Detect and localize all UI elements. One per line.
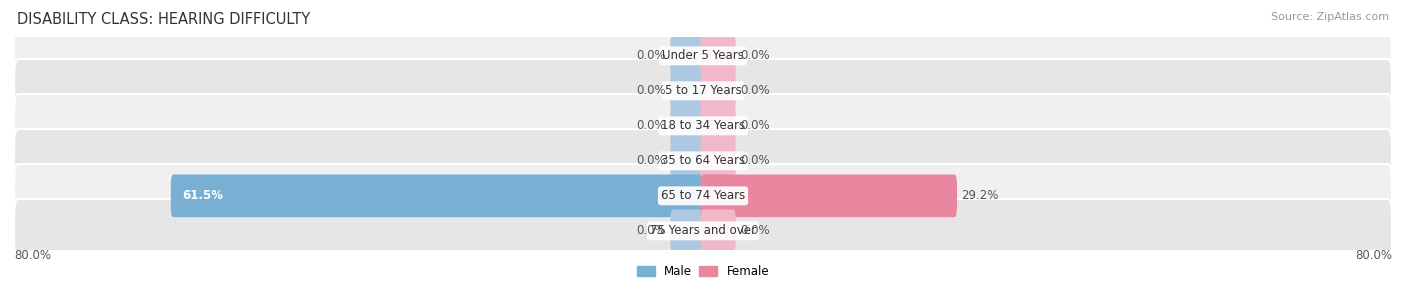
Text: 75 Years and over: 75 Years and over [650, 224, 756, 237]
Text: 18 to 34 Years: 18 to 34 Years [661, 119, 745, 132]
FancyBboxPatch shape [700, 210, 735, 252]
FancyBboxPatch shape [700, 139, 735, 182]
FancyBboxPatch shape [14, 59, 1392, 123]
Text: 0.0%: 0.0% [637, 84, 666, 97]
Text: 0.0%: 0.0% [740, 49, 769, 62]
Text: 0.0%: 0.0% [740, 119, 769, 132]
FancyBboxPatch shape [14, 94, 1392, 158]
FancyBboxPatch shape [671, 34, 706, 77]
FancyBboxPatch shape [671, 70, 706, 112]
FancyBboxPatch shape [170, 174, 706, 217]
FancyBboxPatch shape [14, 199, 1392, 263]
FancyBboxPatch shape [14, 129, 1392, 193]
Text: 0.0%: 0.0% [637, 224, 666, 237]
Text: 0.0%: 0.0% [740, 154, 769, 167]
FancyBboxPatch shape [671, 105, 706, 147]
Text: 29.2%: 29.2% [962, 189, 998, 202]
Text: 61.5%: 61.5% [181, 189, 224, 202]
Text: 0.0%: 0.0% [637, 154, 666, 167]
FancyBboxPatch shape [14, 24, 1392, 88]
Text: 80.0%: 80.0% [14, 249, 51, 262]
Text: 0.0%: 0.0% [637, 49, 666, 62]
FancyBboxPatch shape [700, 70, 735, 112]
FancyBboxPatch shape [671, 210, 706, 252]
FancyBboxPatch shape [700, 105, 735, 147]
Text: 35 to 64 Years: 35 to 64 Years [661, 154, 745, 167]
Text: 65 to 74 Years: 65 to 74 Years [661, 189, 745, 202]
Text: Source: ZipAtlas.com: Source: ZipAtlas.com [1271, 12, 1389, 22]
Text: 0.0%: 0.0% [740, 224, 769, 237]
FancyBboxPatch shape [700, 174, 957, 217]
Text: Under 5 Years: Under 5 Years [662, 49, 744, 62]
Text: 0.0%: 0.0% [637, 119, 666, 132]
FancyBboxPatch shape [14, 164, 1392, 228]
Text: 5 to 17 Years: 5 to 17 Years [665, 84, 741, 97]
Text: 0.0%: 0.0% [740, 84, 769, 97]
Legend: Male, Female: Male, Female [633, 260, 773, 283]
Text: DISABILITY CLASS: HEARING DIFFICULTY: DISABILITY CLASS: HEARING DIFFICULTY [17, 12, 311, 27]
FancyBboxPatch shape [700, 34, 735, 77]
Text: 80.0%: 80.0% [1355, 249, 1392, 262]
FancyBboxPatch shape [671, 139, 706, 182]
